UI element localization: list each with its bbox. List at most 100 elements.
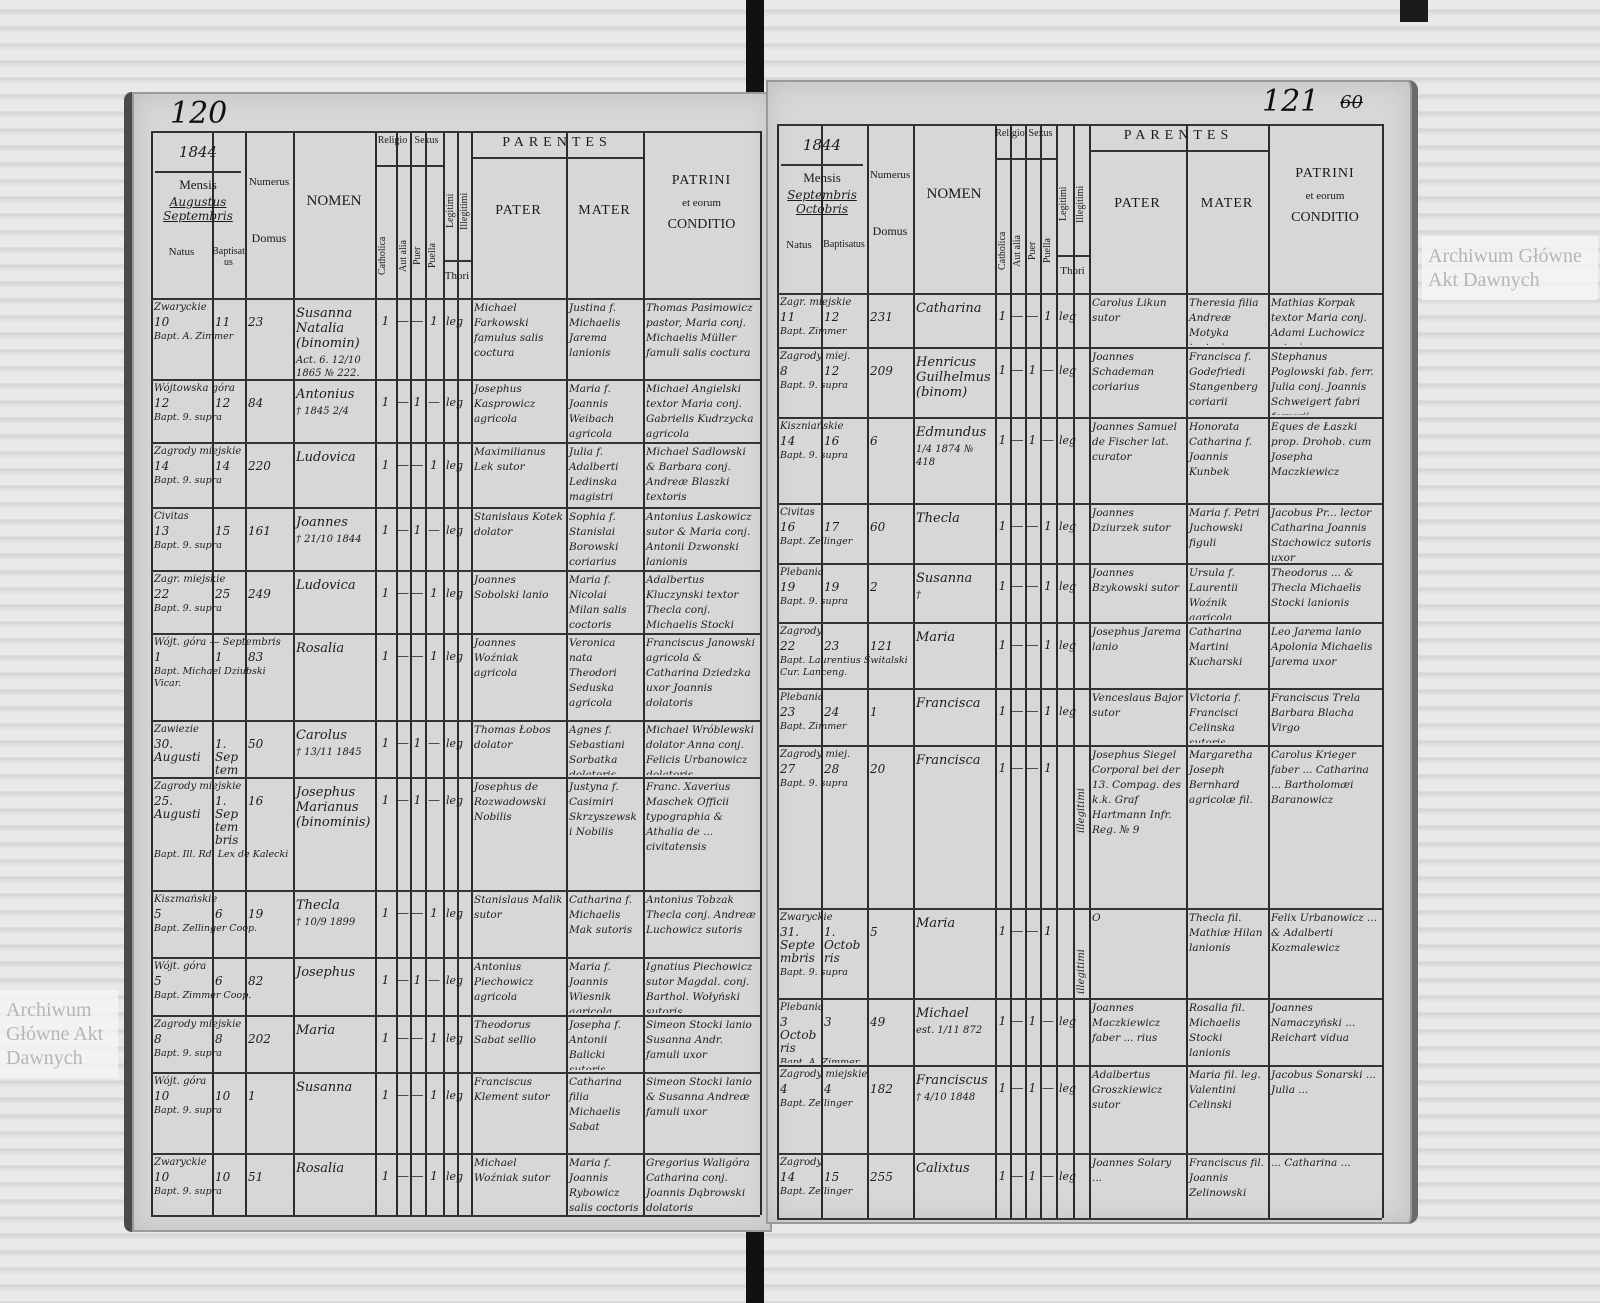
entry-domus: 249 xyxy=(248,587,271,601)
entry-numbers: 5 6 19 xyxy=(151,908,293,921)
entry-mark: — xyxy=(1042,1081,1054,1095)
entry-baptisatus: 1 xyxy=(215,650,223,664)
entry-mater: Ursula f. Laurentii Woźnik agricola xyxy=(1189,567,1238,620)
entry-baptisatus: 4 xyxy=(824,1082,832,1096)
pater-label: PATER xyxy=(495,203,542,218)
entry-date-block: Wójt. góra 10 10 1 Bapt. 9. supra xyxy=(151,1075,293,1151)
thori-rule xyxy=(443,260,471,262)
illegitimi-label: Illegitimi xyxy=(459,192,470,230)
column-rule xyxy=(1010,124,1012,1218)
entry-mark: — xyxy=(397,1169,409,1183)
entry-mark: — xyxy=(1026,638,1039,652)
entry-nomen-note: Act. 6. 12/10 1865 № 222. xyxy=(296,355,361,377)
entry-mark: 1 xyxy=(381,1088,390,1102)
entry-domus: 1 xyxy=(870,705,878,719)
entry-mater: Catharina f. Michaelis Mak sutoris xyxy=(569,894,633,936)
entry-baptizans: Bapt. Zellinger xyxy=(780,1186,853,1197)
column-rule xyxy=(396,131,398,1215)
row-rule xyxy=(777,417,1382,419)
entry-natus: 10 xyxy=(154,315,170,329)
entry-name-block: Maria xyxy=(293,1023,375,1070)
column-rule xyxy=(375,131,377,1215)
entry-patrini: Antonius Tobzak Thecla conj. Andreæ Luch… xyxy=(646,894,756,936)
entry-domus: 220 xyxy=(248,459,271,473)
entry-numbers: 3 Octobris 3 49 xyxy=(777,1016,913,1055)
entry-baptisatus: 12 xyxy=(824,364,840,378)
entry-locus: Civitas xyxy=(154,511,189,522)
entry-mark: 1 xyxy=(381,736,390,750)
entry-patrini: Thomas Pasimowicz pastor, Maria conj. Mi… xyxy=(646,302,753,359)
entry-mark: — xyxy=(1011,924,1024,938)
entry-patrini: Michael Angielski textor Maria conj. Gab… xyxy=(646,383,754,440)
entry-mark: — xyxy=(397,649,409,663)
entry-mark: 1 xyxy=(430,906,438,920)
entry-mark: 1 xyxy=(998,309,1007,323)
entry-nomen: Rosalia xyxy=(296,1161,345,1176)
entry-patrini: ... Catharina ... xyxy=(1271,1157,1351,1169)
entry-mater: Justina f. Michaelis Jarema lanionis xyxy=(569,302,621,359)
entry-domus: 82 xyxy=(248,974,264,988)
entry-thori: leg xyxy=(1059,639,1077,652)
entry-nomen-note: † 13/11 1845 xyxy=(296,747,362,758)
entry-numbers: 10 10 1 xyxy=(151,1090,293,1103)
entry-thori: leg xyxy=(446,907,464,920)
entry-mark: — xyxy=(1042,363,1054,377)
entry-pater: Joannes Maczkiewicz faber ... rius xyxy=(1092,1002,1161,1044)
entry-domus: 84 xyxy=(248,396,264,410)
entry-baptizans: Bapt. 9. supra xyxy=(780,380,848,391)
entry-name-block: Henricus Guilhelmus (binom) xyxy=(913,355,995,415)
entry-thori: leg xyxy=(446,1089,464,1102)
entry-natus: 10 xyxy=(154,1170,170,1184)
entry-natus: 8 xyxy=(780,364,788,378)
entry-mark: — xyxy=(1026,579,1039,593)
entry-mark: 1 xyxy=(998,761,1007,775)
entry-mark: 1 xyxy=(998,1014,1007,1028)
entry-domus: 231 xyxy=(870,310,893,324)
entry-pater: Antonius Piechowicz agricola xyxy=(474,961,534,1003)
entry-pater: Franciscus Klement sutor xyxy=(474,1076,550,1103)
entry-baptisatus: 1. Septembris xyxy=(215,794,239,847)
entry-date-block: Plebania 3 Octobris 3 49 Bapt. A. Zimmer xyxy=(777,1001,913,1063)
entry-mark: 1 xyxy=(998,1081,1007,1095)
entry-locus: Zagrody miej. xyxy=(780,749,851,760)
entry-patrini: Ignatius Piechowicz sutor Magdal. conj. … xyxy=(646,961,753,1013)
entry-mark: 1 xyxy=(381,649,390,663)
entry-mark: 1 xyxy=(998,579,1007,593)
entry-mark: 1 xyxy=(1044,638,1052,652)
entry-domus: 16 xyxy=(248,794,264,808)
entry-mark: 1 xyxy=(381,586,390,600)
column-rule xyxy=(1025,124,1027,1218)
entry-numbers: 23 24 1 xyxy=(777,706,913,719)
entry-name-block: Ludovica xyxy=(293,450,375,505)
entry-date-block: Plebania 19 19 2 Bapt. 9. supra xyxy=(777,566,913,620)
entry-baptisatus: 28 xyxy=(824,762,840,776)
entry-nomen: Antonius xyxy=(296,387,355,402)
entry-name-block: Michael est. 1/11 872 xyxy=(913,1006,995,1063)
row-rule xyxy=(777,622,1382,624)
entry-mark: — xyxy=(428,523,440,537)
row-rule xyxy=(151,720,760,722)
entry-patrini: Franciscus Trela Barbara Blacha Virgo xyxy=(1271,692,1361,734)
entry-date-block: Zagrody 14 15 255 Bapt. Zellinger xyxy=(777,1156,913,1216)
entry-domus: 2 xyxy=(870,580,878,594)
entry-natus: 16 xyxy=(780,520,796,534)
row-rule xyxy=(151,890,760,892)
watermark-right: Archiwum Główne Akt Dawnych xyxy=(1422,236,1598,300)
entry-numbers: 14 15 255 xyxy=(777,1171,913,1184)
entry-baptizans: Bapt. A. Zimmer xyxy=(154,331,234,342)
entry-baptizans: Bapt. 9. supra xyxy=(780,967,848,978)
entry-mark: 1 xyxy=(1028,1081,1037,1095)
entry-nomen-note: † 4/10 1848 xyxy=(916,1092,976,1103)
column-rule xyxy=(425,131,427,1215)
entry-domus: 6 xyxy=(870,434,878,448)
entry-baptizans: Bapt. 9. supra xyxy=(154,475,222,486)
entry-domus: 202 xyxy=(248,1032,271,1046)
entry-mater: Franciscus fil. Joannis Zelinowski xyxy=(1189,1157,1265,1199)
entry-mater: Justyna f. Casimiri Skrzyszewski Nobilis xyxy=(569,781,637,838)
entry-date-block: Kiszmańskie 5 6 19 Bapt. Zellinger Coop. xyxy=(151,893,293,955)
entry-mark: — xyxy=(397,906,409,920)
entry-mark: — xyxy=(1011,309,1024,323)
column-rule xyxy=(777,124,779,1218)
entry-numbers: 22 23 121 xyxy=(777,640,913,653)
entry-pater: Josephus de Rozwadowski Nobilis xyxy=(474,781,547,823)
